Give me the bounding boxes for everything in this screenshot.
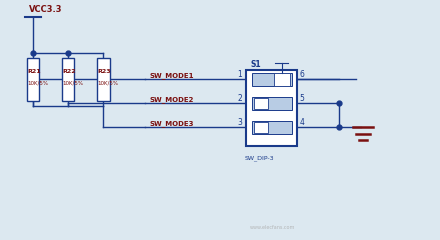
Text: 1: 1 <box>238 70 242 79</box>
Text: 6: 6 <box>299 70 304 79</box>
Text: R22: R22 <box>62 69 76 74</box>
Bar <box>252 72 292 86</box>
Bar <box>254 122 268 132</box>
Bar <box>246 70 297 146</box>
Text: 10K/5%: 10K/5% <box>27 80 48 85</box>
Bar <box>274 72 290 86</box>
Bar <box>27 58 39 101</box>
Text: 2: 2 <box>238 94 242 103</box>
Text: 5: 5 <box>299 94 304 103</box>
Text: VCC3.3: VCC3.3 <box>29 5 62 14</box>
Bar <box>252 121 292 134</box>
Text: SW_DIP-3: SW_DIP-3 <box>244 156 274 161</box>
Bar <box>252 96 292 110</box>
Text: R23: R23 <box>98 69 111 74</box>
Text: 10K/5%: 10K/5% <box>98 80 119 85</box>
Text: R21: R21 <box>27 69 41 74</box>
Bar <box>254 98 268 108</box>
Text: SW_MODE1: SW_MODE1 <box>150 72 194 79</box>
Text: 3: 3 <box>238 118 242 127</box>
Bar <box>97 58 110 101</box>
Text: SW_MODE2: SW_MODE2 <box>150 96 194 103</box>
Text: 10K/5%: 10K/5% <box>62 80 84 85</box>
Text: www.elecfans.com: www.elecfans.com <box>250 225 296 230</box>
Text: SW_MODE3: SW_MODE3 <box>150 120 194 127</box>
Text: 4: 4 <box>299 118 304 127</box>
Bar <box>62 58 74 101</box>
Text: S1: S1 <box>251 60 261 69</box>
